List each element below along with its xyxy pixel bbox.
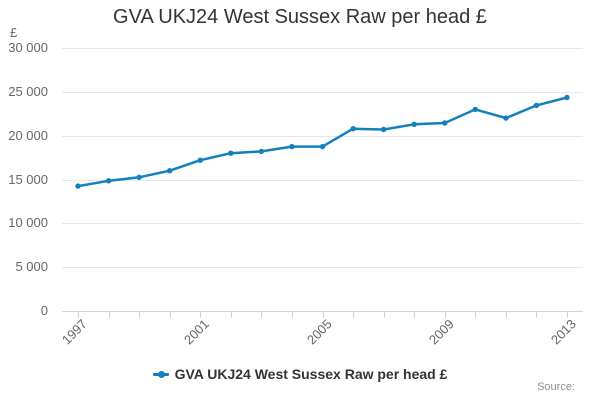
y-tick-label: 10 000	[8, 215, 48, 231]
legend-item[interactable]: GVA UKJ24 West Sussex Raw per head £	[152, 366, 448, 382]
data-point-1997	[75, 183, 81, 189]
data-point-2012	[533, 102, 540, 109]
data-point-1998	[105, 178, 112, 184]
data-point-2004	[289, 143, 295, 150]
y-tick-label: 20 000	[8, 127, 48, 143]
legend-series-dot-icon	[157, 370, 165, 378]
data-point-1999	[136, 174, 142, 180]
series-line	[76, 96, 569, 188]
y-tick-label: 30 000	[8, 40, 48, 55]
legend-series-marker-icon	[152, 370, 169, 378]
legend: GVA UKJ24 West Sussex Raw per head £	[0, 366, 600, 382]
data-point-2005	[319, 143, 326, 150]
data-point-2013	[564, 94, 570, 101]
y-tick-label: 0	[40, 303, 48, 318]
data-point-2003	[258, 148, 265, 155]
data-point-2009	[442, 120, 448, 126]
chart-title: GVA UKJ24 West Sussex Raw per head £	[113, 6, 487, 28]
data-point-2002	[228, 150, 234, 156]
y-tick-label: 25 000	[8, 83, 48, 99]
data-point-2008	[411, 121, 417, 128]
legend-label: GVA UKJ24 West Sussex Raw per head £	[174, 366, 448, 382]
y-tick-label: 5 000	[15, 259, 48, 275]
data-point-2011	[503, 115, 509, 121]
y-axis-unit-label: £	[10, 25, 18, 40]
data-point-2007	[380, 126, 387, 133]
data-point-2010	[472, 106, 478, 113]
y-tick-label: 15 000	[8, 171, 48, 187]
data-point-2006	[350, 126, 356, 132]
data-point-2000	[167, 168, 173, 174]
source-label: Source:	[537, 381, 575, 393]
data-point-2001	[197, 157, 203, 163]
